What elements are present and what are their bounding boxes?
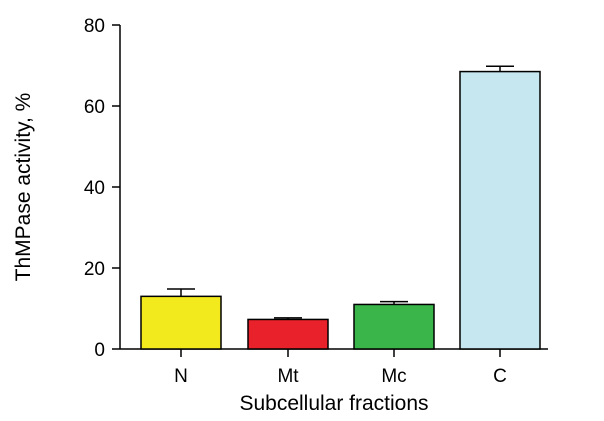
y-tick-label: 40 — [84, 178, 105, 199]
bar — [353, 303, 435, 350]
bar — [459, 70, 541, 350]
y-axis-title: ThMPase activity, % — [12, 93, 35, 282]
bars — [140, 65, 541, 350]
x-tick-label: N — [174, 366, 188, 387]
y-tick-label: 80 — [84, 16, 105, 37]
bar — [247, 318, 329, 350]
y-tick-label: 20 — [84, 259, 105, 280]
x-tick-label: C — [493, 366, 507, 387]
y-tick-label: 0 — [94, 340, 105, 361]
x-ticks: N Mt Mc C — [174, 349, 507, 387]
x-tick-label: Mt — [277, 366, 299, 387]
x-tick-label: Mc — [381, 366, 406, 387]
y-ticks: 0 20 40 60 80 — [84, 16, 120, 361]
y-tick-label: 60 — [84, 97, 105, 118]
bar — [140, 295, 222, 350]
x-axis-title: Subcellular fractions — [239, 392, 428, 415]
